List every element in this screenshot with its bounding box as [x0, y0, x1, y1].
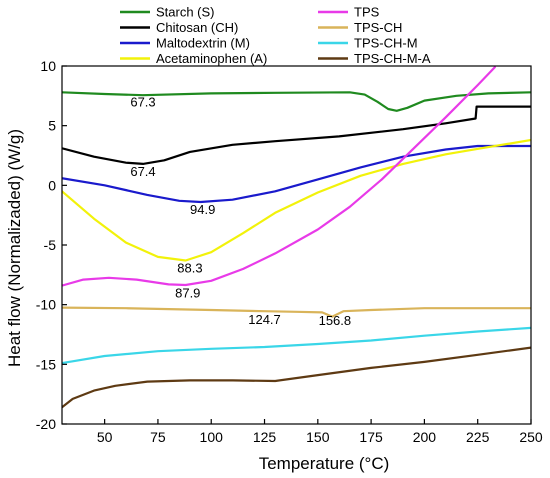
y-tick-label-4: 0 — [48, 177, 56, 193]
x-tick-label-2: 100 — [200, 429, 224, 445]
legend-label-3: Acetaminophen (A) — [156, 51, 267, 66]
legend-label-5: TPS-CH — [354, 20, 402, 35]
series-line-2 — [62, 144, 531, 204]
y-tick-label-2: -10 — [36, 297, 56, 313]
plot-area — [61, 65, 532, 425]
series-line-7 — [62, 346, 531, 409]
peak-annotation-3: 88.3 — [177, 260, 202, 275]
y-tick-label-5: 5 — [48, 118, 56, 134]
y-axis-label: Heat flow (Normalizaded) (W/g) — [5, 129, 24, 367]
y-tick-label-1: -15 — [36, 356, 56, 372]
x-axis-label: Temperature (°C) — [259, 454, 390, 473]
x-tick-label-3: 125 — [253, 429, 277, 445]
series-line-1 — [62, 105, 531, 165]
legend-label-7: TPS-CH-M-A — [354, 51, 431, 66]
peak-annotation-5: 124.7 — [248, 312, 281, 327]
peak-annotation-0: 67.3 — [130, 95, 155, 110]
x-tick-label-6: 200 — [413, 429, 437, 445]
peak-annotation-2: 94.9 — [190, 202, 215, 217]
series-line-0 — [62, 91, 531, 112]
series-line-3 — [62, 138, 531, 262]
series-line-5 — [62, 306, 531, 318]
x-tick-label-1: 75 — [150, 429, 166, 445]
legend-label-1: Chitosan (CH) — [156, 20, 238, 35]
series-line-6 — [62, 326, 531, 365]
x-tick-label-8: 250 — [519, 429, 543, 445]
peak-annotations: 67.3 67.4 94.9 88.3 87.9 124.7 156.8 — [130, 95, 351, 328]
peak-annotation-4: 87.9 — [175, 286, 200, 301]
peak-annotation-6: 156.8 — [319, 313, 352, 328]
legend-label-4: TPS — [354, 5, 380, 20]
series-line-4 — [62, 66, 496, 287]
x-tick-label-0: 50 — [97, 429, 113, 445]
legend-label-0: Starch (S) — [156, 5, 215, 20]
x-tick-label-5: 175 — [359, 429, 383, 445]
x-tick-label-4: 150 — [306, 429, 330, 445]
legend: Starch (S)Chitosan (CH)Maltodextrin (M)A… — [120, 5, 431, 66]
peak-annotation-1: 67.4 — [130, 164, 155, 179]
legend-label-6: TPS-CH-M — [354, 36, 418, 51]
axis-ticks: 50 75 100 125 150 175 200 225 250 -20 -15 -10 -5 0 5 10 — [36, 58, 543, 445]
x-tick-label-7: 225 — [466, 429, 490, 445]
y-tick-label-3: -5 — [44, 237, 57, 253]
legend-label-2: Maltodextrin (M) — [156, 36, 250, 51]
y-tick-label-0: -20 — [36, 416, 56, 432]
y-tick-label-6: 10 — [40, 58, 56, 74]
